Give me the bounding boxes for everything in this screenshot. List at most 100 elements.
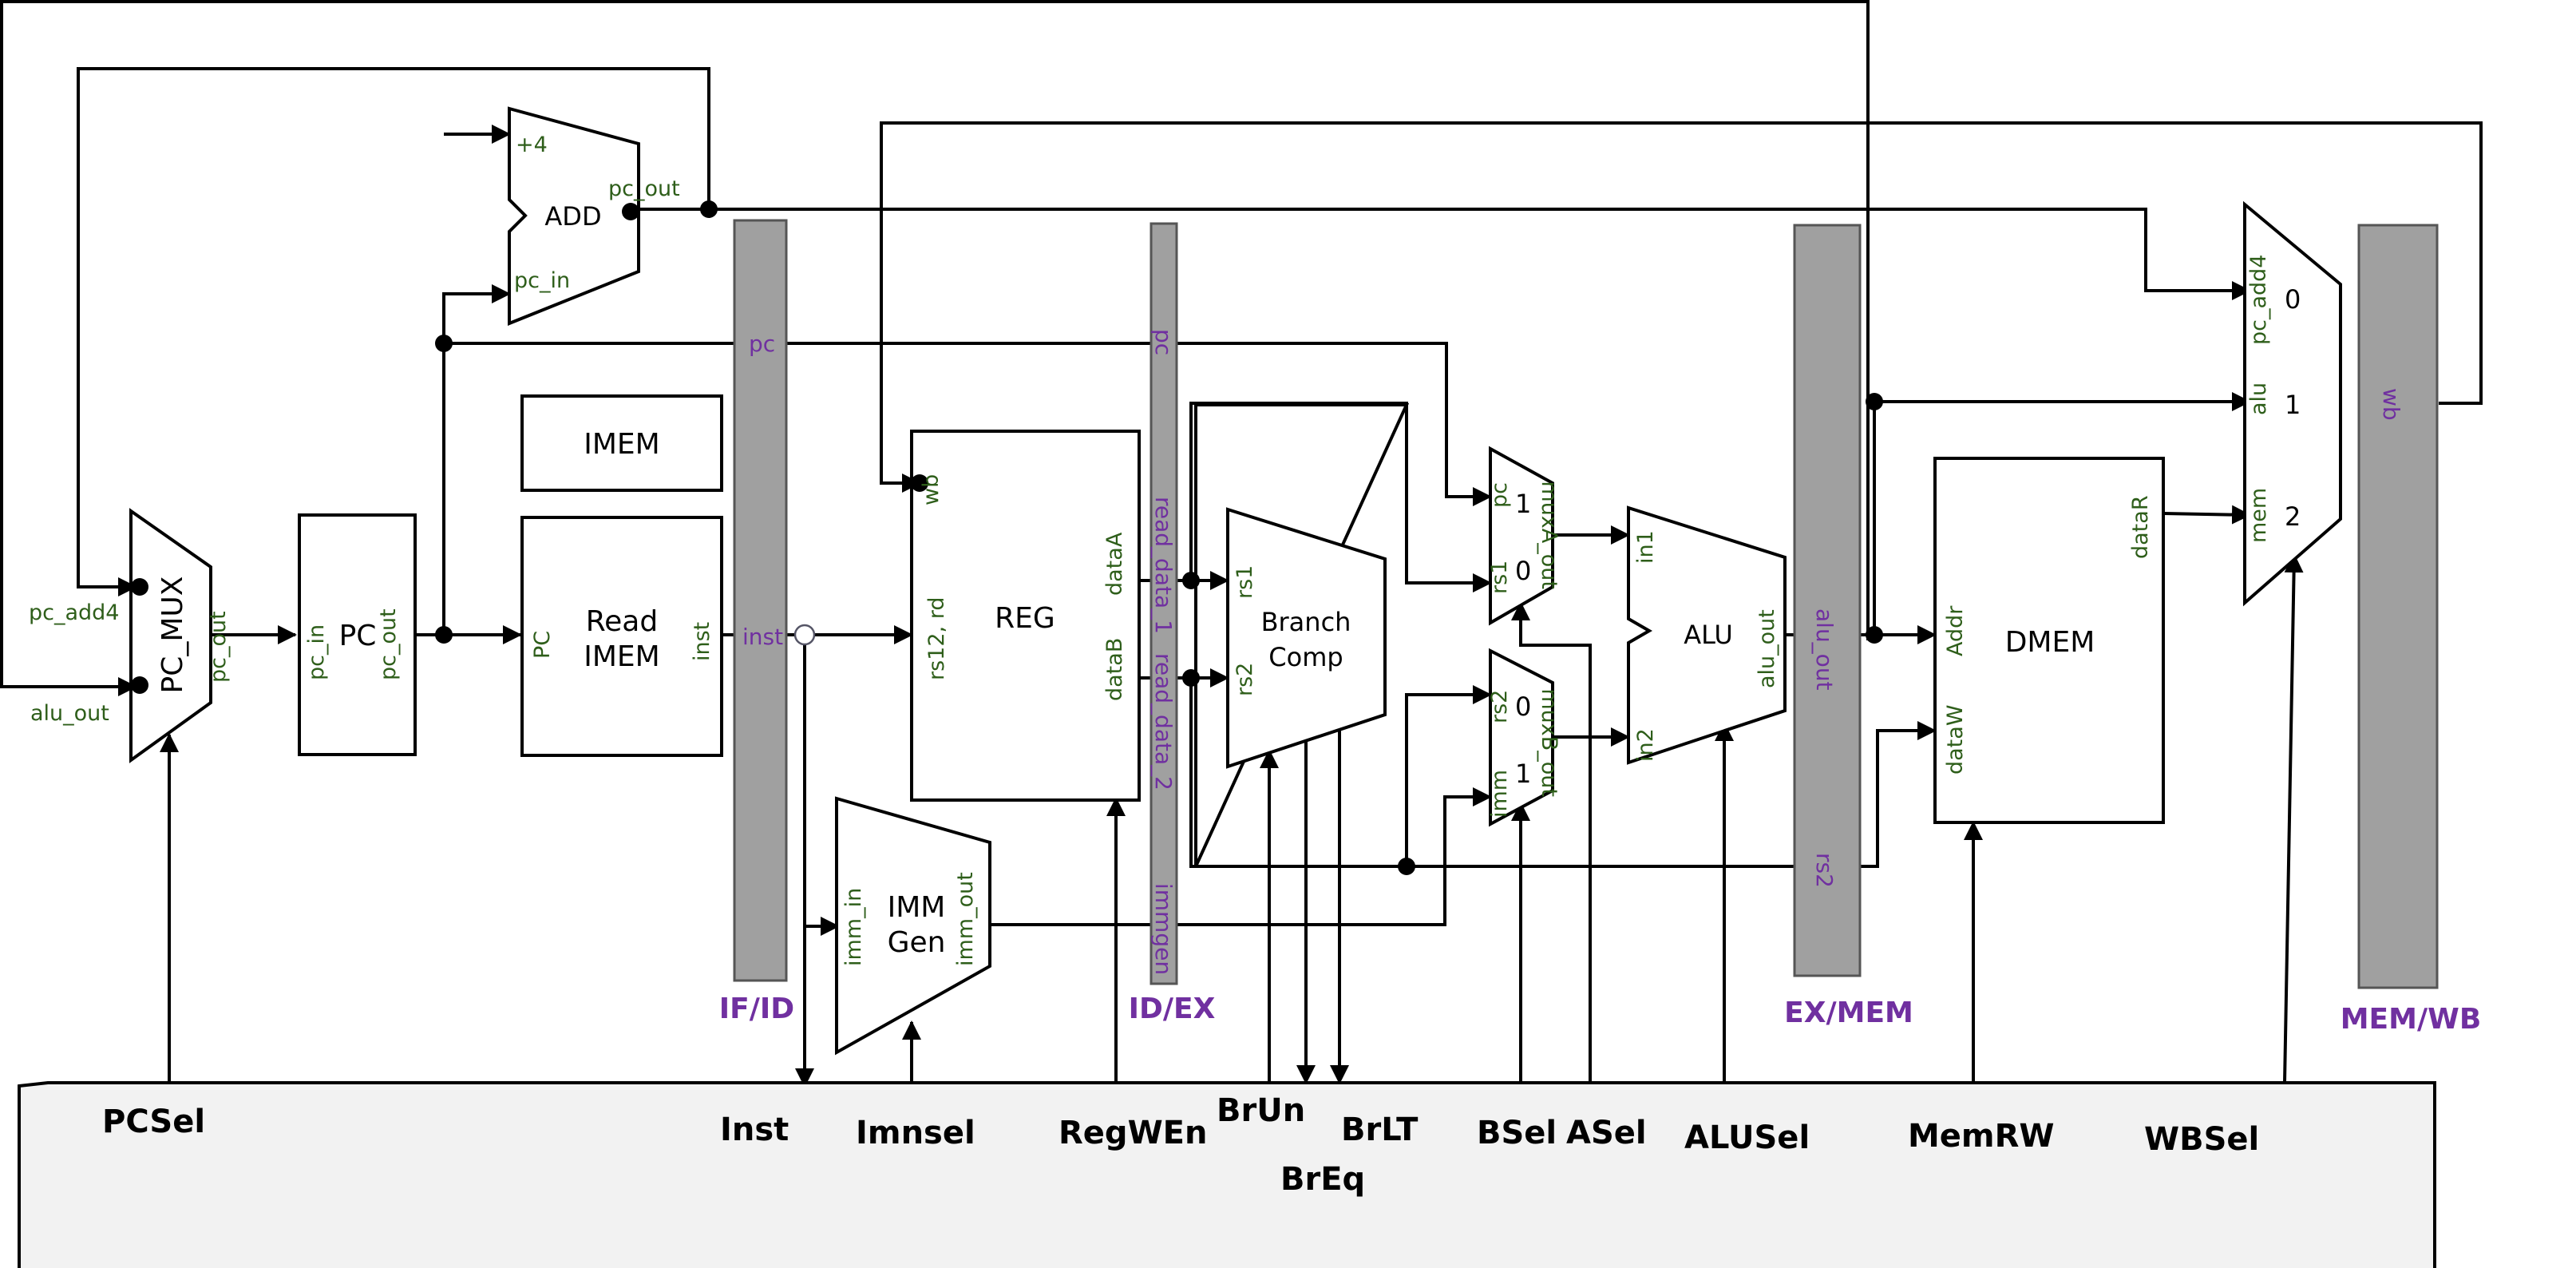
alu-wb-junction [1866,393,1883,410]
ifid-pc-label: pc [749,331,775,357]
memwb-wb-label: wb [2378,388,2404,421]
pc-branch-junction [435,335,453,352]
port-bc-rs2: rs2 [1233,663,1257,696]
port-pc-mux-out: pc_out [206,611,231,683]
branch-comp-label-1: Branch [1261,607,1351,637]
port-muxA-pc: pc [1487,482,1512,508]
pc-out-junction [435,626,453,644]
stage-ex-mem: EX/MEM [1784,997,1913,1029]
port-alu-alu-out: alu_out [1755,609,1779,688]
stage-if-id: IF/ID [719,993,794,1025]
imem-label: IMEM [584,428,659,461]
alu-label: ALU [1684,620,1733,650]
port-muxB-imm: imm [1487,770,1512,818]
sig-brlt: BrLT [1341,1111,1419,1148]
port-reg-dataA: dataA [1102,532,1127,596]
port-imem-pc: PC [530,631,555,659]
wb-mux [2243,200,2342,607]
port-add-pc-in: pc_in [514,268,570,293]
port-muxB-0: 0 [1515,691,1531,722]
dmem [1933,457,2165,824]
port-wbmux-alu: alu [2246,382,2271,415]
port-dmem-addr: Addr [1943,605,1968,656]
ifid-inst-label: inst [742,624,783,650]
pc-mux-input-1-dot [131,676,148,694]
idex-pc-label: pc [1150,329,1177,355]
port-wbmux-0: 0 [2285,284,2301,315]
dmem-label: DMEM [2005,626,2095,659]
port-muxB-rs2: rs2 [1487,690,1512,723]
port-dmem-dataR: dataR [2128,495,2153,559]
alu [1627,505,1787,765]
mem-wb-register [2357,224,2439,989]
port-muxA-rs1: rs1 [1487,561,1512,594]
pc-mux [129,508,212,763]
idex-read-data-1-label: read_data_1 [1150,497,1177,634]
idex-immgen-label: immgen [1150,883,1177,975]
port-pc-out: pc_out [376,608,401,680]
ex-mem-register [1793,224,1862,977]
pc-mux-input-0-dot [131,578,148,596]
read-data1-junction [1182,572,1200,589]
read-imem-label-1: Read [586,605,658,638]
port-plus4: +4 [516,133,548,157]
port-reg-dataB: dataB [1102,638,1127,701]
port-muxB-out: muxB_out [1537,688,1561,797]
sig-bsel: BSel [1477,1115,1557,1151]
imm-gen-label-1: IMM [888,891,946,924]
port-wbmux-mem: mem [2246,488,2271,543]
port-wbmux-pc-add4: pc_add4 [2246,255,2271,345]
control-unit [18,1081,2436,1268]
port-imem-inst: inst [690,622,714,661]
sig-memrw: MemRW [1908,1118,2055,1155]
mux-b [1489,648,1554,827]
port-imm-out: imm_out [953,872,978,966]
port-alu-in2: in2 [1633,728,1658,762]
port-alu-in1: in1 [1633,530,1658,564]
port-pc-add4: pc_add4 [29,600,119,625]
port-imm-in: imm_in [841,888,866,966]
id-ex-register [1150,222,1178,985]
sig-inst: Inst [720,1111,789,1148]
add-label: ADD [544,201,601,232]
port-bc-rs1: rs1 [1233,565,1257,599]
pc-label: PC [339,620,377,652]
stage-id-ex: ID/EX [1129,993,1216,1025]
port-alu-out-in: alu_out [30,701,109,726]
sig-alusel: ALUSel [1684,1119,1810,1156]
sig-regwen: RegWEn [1058,1115,1207,1151]
sig-imnsel: Imnsel [856,1115,975,1151]
port-add-pc-out: pc_out [608,176,680,201]
port-reg-wb: wb [919,474,944,505]
sig-pcsel: PCSel [102,1104,205,1140]
pc-adder [508,106,640,326]
imm-gen [835,796,991,1056]
idex-read-data-2-label: read_data_2 [1150,653,1177,791]
if-id-register [733,219,788,982]
add-out-junction [700,200,718,218]
inst-junction [793,624,816,646]
alu-out-junction [1866,626,1883,644]
exmem-rs2-label: rs2 [1811,853,1838,888]
read-imem-label-2: IMEM [584,640,659,673]
port-reg-rs12-rd: rs12, rd [924,597,949,680]
branch-comp-label-2: Comp [1268,642,1343,672]
port-wbmux-1: 1 [2285,390,2301,420]
sig-breq: BrEq [1280,1161,1365,1198]
port-pc-in: pc_in [304,624,329,680]
port-muxA-0: 0 [1515,556,1531,586]
mux-a [1489,446,1554,626]
sig-asel: ASel [1566,1115,1647,1151]
branch-comp [1226,507,1387,769]
stage-mem-wb: MEM/WB [2341,1003,2482,1036]
reg-wb-dot [911,474,928,492]
port-wbmux-2: 2 [2285,501,2301,532]
exmem-alu-out-label: alu_out [1811,608,1838,691]
read-imem-box [520,516,723,757]
reg-label: REG [995,602,1055,635]
add-out-dot [622,203,639,220]
sig-brun: BrUn [1217,1092,1305,1129]
pc-mux-label: PC_MUX [156,577,189,694]
read-data2-junction [1182,669,1200,687]
